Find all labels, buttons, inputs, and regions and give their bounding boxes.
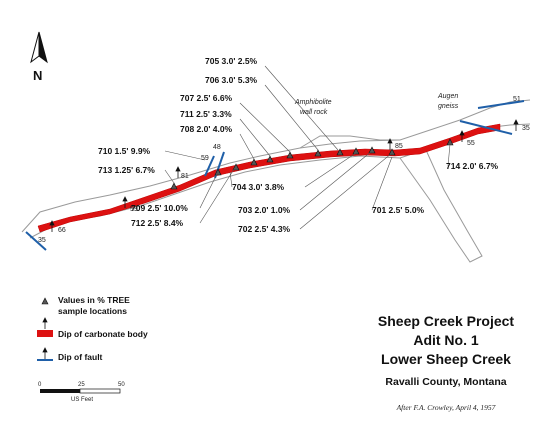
sample-label-713: 713 1.25' 6.7%	[98, 165, 155, 175]
sample-labels: 705 3.0' 2.5% 706 3.0' 5.3% 707 2.5' 6.6…	[98, 56, 499, 234]
dip-value: 35	[38, 237, 46, 244]
dip-value: 59	[130, 206, 138, 213]
sample-location-legend-icon	[41, 297, 49, 305]
map-location: Lower Sheep Creek	[381, 351, 511, 367]
map-subtitle: Adit No. 1	[413, 332, 479, 348]
sample-label-701: 701 2.5' 5.0%	[372, 205, 425, 215]
sample-label-714: 714 2.0' 6.7%	[446, 161, 499, 171]
dip-value: 81	[181, 173, 189, 180]
legend-samples-label: Values in % TREE	[58, 295, 130, 305]
sample-marker	[352, 147, 360, 155]
carbonate-body	[37, 123, 501, 233]
dip-value: 48	[213, 144, 221, 151]
rock-label: wall rock	[300, 109, 328, 116]
sample-marker	[314, 149, 322, 157]
title-block: Sheep Creek Project Adit No. 1 Lower She…	[378, 313, 515, 412]
sample-location-markers	[170, 138, 454, 190]
sample-marker	[368, 146, 376, 154]
north-label: N	[33, 68, 42, 83]
rock-label: Amphibolite	[294, 99, 332, 106]
scale-bar: 0 25 50 US Feet	[38, 382, 125, 403]
sample-label-709: 709 2.5' 10.0%	[131, 203, 188, 213]
carbonate-legend-swatch	[37, 330, 53, 337]
legend-samples-label: sample locations	[58, 306, 127, 316]
scale-tick-label: 0	[38, 382, 42, 388]
dip-value: 35	[522, 125, 530, 132]
sample-label-705: 705 3.0' 2.5%	[205, 56, 258, 66]
scale-tick-label: 25	[78, 382, 85, 388]
dip-legend-icon	[42, 317, 48, 329]
adit-outline	[21, 99, 531, 263]
dip-value: 85	[395, 143, 403, 150]
sample-marker	[266, 155, 274, 163]
sample-marker	[286, 151, 294, 159]
sample-marker	[336, 148, 344, 156]
legend: Values in % TREE sample locations Dip of…	[37, 295, 148, 362]
sample-label-711: 711 2.5' 3.3%	[180, 109, 232, 119]
sample-label-702: 702 2.5' 4.3%	[238, 224, 291, 234]
scale-tick-label: 50	[118, 382, 125, 388]
leader-lines	[164, 65, 451, 230]
dip-value: 66	[58, 227, 66, 234]
legend-fault-label: Dip of fault	[58, 352, 103, 362]
sample-label-707: 707 2.5' 6.6%	[180, 93, 233, 103]
sample-label-708: 708 2.0' 4.0%	[180, 124, 233, 134]
dip-value: 59	[201, 155, 209, 162]
dip-value: 55	[467, 140, 475, 147]
rock-label: gneiss	[438, 103, 459, 110]
sample-marker	[250, 158, 258, 166]
north-arrow-icon	[30, 31, 48, 64]
rock-label: Augen	[437, 93, 458, 100]
sample-label-712: 712 2.5' 8.4%	[131, 218, 184, 228]
dip-value: 51	[513, 96, 521, 103]
sample-label-703: 703 2.0' 1.0%	[238, 205, 291, 215]
sample-label-706: 706 3.0' 5.3%	[205, 75, 258, 85]
legend-carbonate-label: Dip of carbonate body	[58, 329, 148, 339]
scale-units: US Feet	[71, 397, 93, 403]
sample-marker	[170, 182, 178, 190]
map-county: Ravalli County, Montana	[385, 376, 506, 388]
map-title: Sheep Creek Project	[378, 313, 515, 329]
dip-arrow-icons	[49, 119, 519, 232]
map-credit: After F.A. Crowley, April 4, 1957	[396, 403, 496, 412]
dip-values: 66 35 59 81 59 48 85 55 35 51	[38, 96, 530, 244]
sample-label-704: 704 3.0' 3.8%	[232, 182, 285, 192]
fault-legend-icon	[42, 347, 48, 359]
sample-marker	[388, 148, 396, 156]
sample-label-710: 710 1.5' 9.9%	[98, 146, 151, 156]
